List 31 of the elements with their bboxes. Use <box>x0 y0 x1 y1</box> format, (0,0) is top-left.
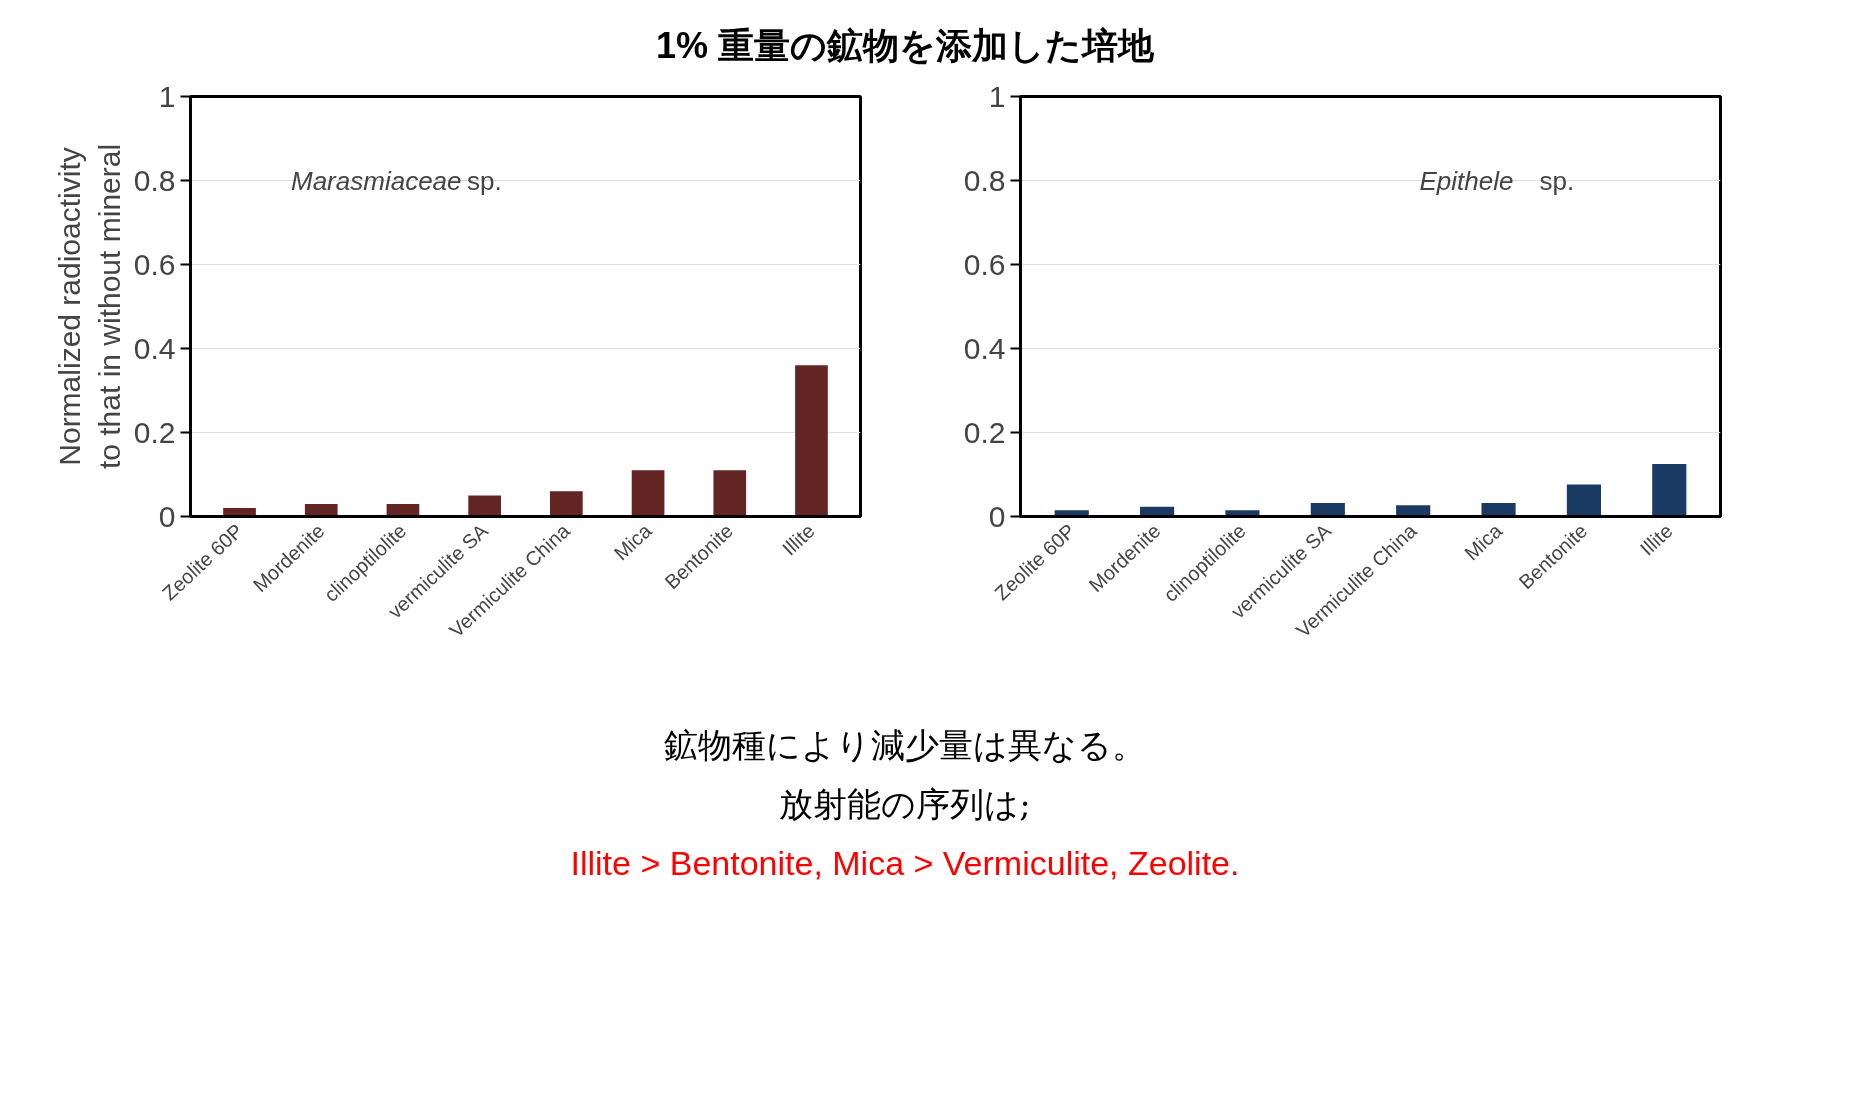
y-tick-label: 1 <box>988 79 1006 113</box>
y-tick-label: 0.4 <box>963 331 1006 365</box>
annotation: Epithele sp. <box>1419 165 1575 196</box>
y-tick-label: 1 <box>158 79 176 113</box>
y-axis-title: Normalized radioactivity to that in without mineral <box>53 144 126 470</box>
text: 鉱物種により減少量は異なる。 <box>664 724 1146 768</box>
x-tick-label: Mica <box>609 519 657 565</box>
y-tick-label: 0.6 <box>133 247 176 281</box>
y-tick-label: 0.6 <box>963 247 1006 281</box>
y-tick-label: 0.4 <box>133 331 176 365</box>
y-tick-label: 0 <box>988 499 1006 533</box>
bar <box>631 470 665 517</box>
bar <box>1566 485 1601 517</box>
text: 放射能の序列は; <box>779 783 1031 826</box>
y-tick-label: 0 <box>158 499 176 533</box>
x-tick-label: Illite <box>777 519 819 561</box>
y-tick-label: 0.8 <box>963 163 1006 197</box>
bar <box>1652 464 1687 517</box>
y-tick-label: 0.2 <box>963 415 1006 449</box>
bar <box>795 365 828 517</box>
bar <box>468 495 501 517</box>
y-tick-label: 0.8 <box>133 163 176 197</box>
x-tick-label: Illite <box>1635 519 1677 561</box>
bar <box>1481 503 1516 517</box>
y-tick-label: 0.2 <box>133 415 176 449</box>
chart-title: 1% 重量の鉱物を添加した培地 <box>655 24 1155 68</box>
annotation: Marasmiaceae sp. <box>291 165 502 196</box>
bar <box>713 470 747 517</box>
x-tick-label: Mica <box>1460 519 1507 565</box>
bar <box>550 491 583 517</box>
text: Illite > Bentonite, Mica > Vermiculite, Zeolite. <box>570 842 1240 884</box>
